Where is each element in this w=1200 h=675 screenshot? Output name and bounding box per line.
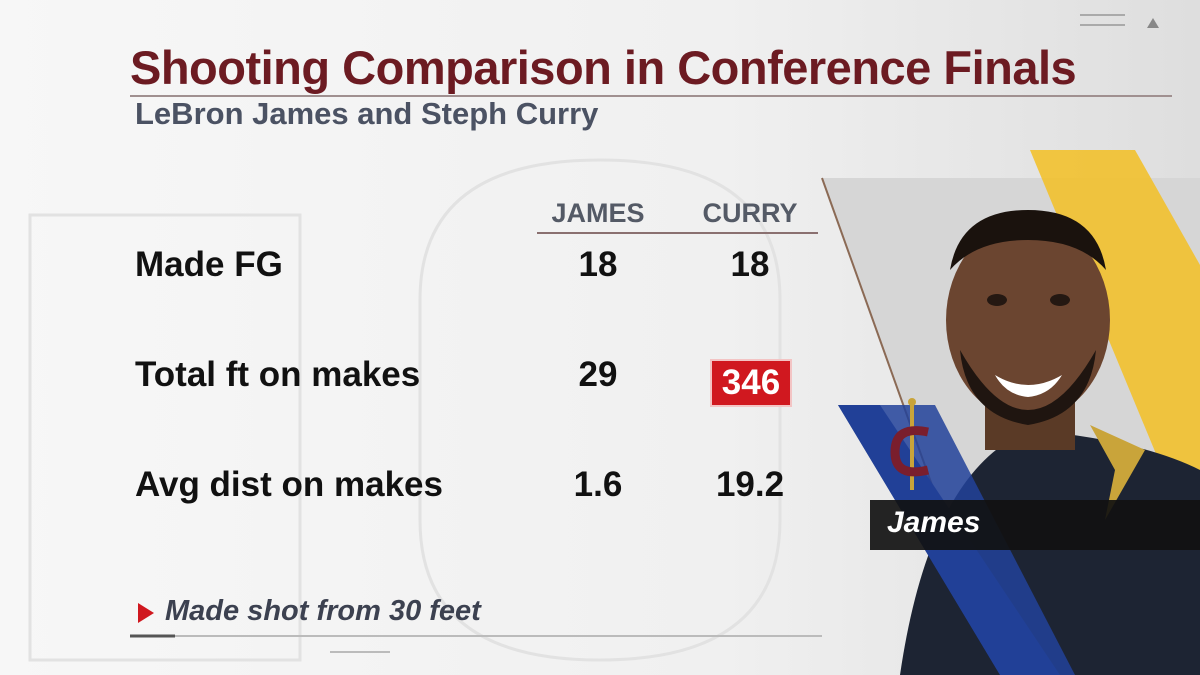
caption-bar [870,500,1200,550]
stat-value: 19.2 [715,465,785,504]
footnote-marker [138,603,154,623]
row-label: Made FG [135,245,283,284]
team-logo [890,398,930,490]
row-label: Avg dist on makes [135,465,443,504]
stat-value: 18 [730,245,770,284]
stat-value: 346 [710,359,792,407]
footnote: Made shot from 30 feet [165,595,481,627]
stat-value: 1.6 [573,465,623,504]
subtitle: LeBron James and Steph Curry [135,96,599,131]
title: Shooting Comparison in Conference Finals [130,41,1077,94]
player-caption: James [887,506,981,539]
row-label: Total ft on makes [135,355,421,394]
column-header: CURRY [702,198,798,228]
stat-value: 18 [578,245,618,284]
stat-value: 29 [578,355,618,394]
watermark [28,158,782,662]
column-header: JAMES [551,198,645,228]
